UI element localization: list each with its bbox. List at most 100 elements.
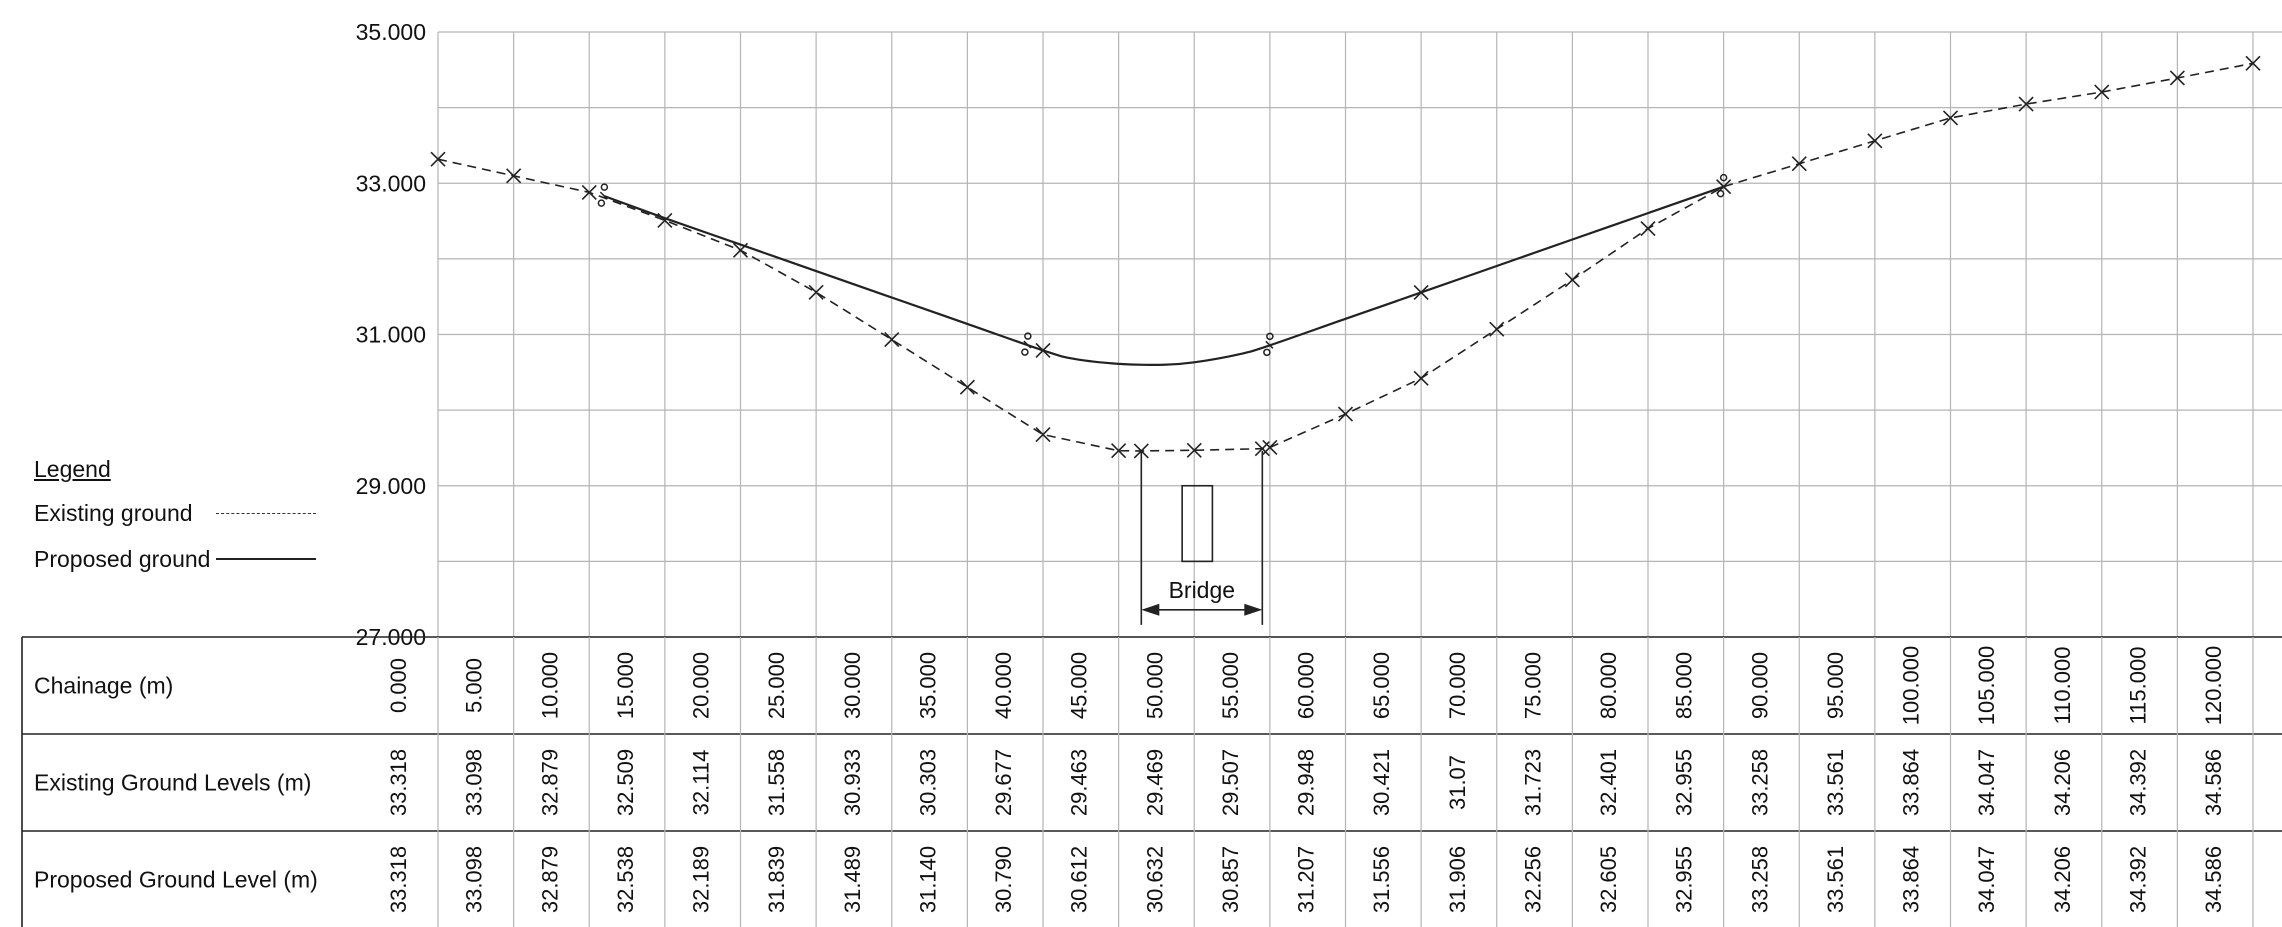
existing-level-value: 32.114 bbox=[689, 750, 714, 816]
legend-title: Legend bbox=[34, 456, 111, 482]
marker-stroke bbox=[1413, 370, 1429, 386]
existing-level-value: 33.561 bbox=[1823, 749, 1848, 816]
marker-stroke bbox=[1262, 439, 1278, 455]
marker-stroke bbox=[657, 212, 673, 228]
existing-ground-point bbox=[1413, 370, 1429, 386]
chainage-value: 65.000 bbox=[1369, 652, 1394, 719]
existing-ground-point bbox=[581, 184, 597, 200]
proposed-ground-line bbox=[603, 185, 1724, 366]
existing-ground-point bbox=[1186, 442, 1202, 458]
proposed-ground-point bbox=[1035, 342, 1051, 358]
chainage-value: 60.000 bbox=[1294, 652, 1319, 719]
legend-proposed-swatch bbox=[216, 558, 316, 560]
chainage-value: 110.000 bbox=[2050, 647, 2075, 725]
existing-level-value: 29.507 bbox=[1218, 749, 1243, 816]
tie-in-circle bbox=[597, 199, 606, 207]
marker-stroke bbox=[506, 168, 522, 184]
table-row-label: Chainage (m) bbox=[34, 673, 173, 699]
marker-stroke bbox=[1111, 443, 1127, 459]
existing-level-value: 34.206 bbox=[2050, 749, 2075, 816]
tie-in-circle bbox=[1716, 189, 1725, 198]
legend: Legend Existing ground Proposed ground bbox=[34, 456, 316, 589]
proposed-level-value: 30.612 bbox=[1067, 846, 1092, 913]
marker-stroke bbox=[1489, 321, 1505, 337]
tie-in-circle bbox=[1024, 332, 1032, 340]
proposed-level-value: 34.047 bbox=[1974, 846, 1999, 913]
proposed-level-value: 34.586 bbox=[2201, 846, 2226, 913]
existing-level-value: 34.586 bbox=[2201, 749, 2226, 816]
marker-stroke bbox=[808, 284, 824, 300]
chainage-value: 30.000 bbox=[840, 652, 865, 719]
existing-ground-point bbox=[1867, 133, 1883, 149]
marker-stroke bbox=[2245, 55, 2261, 71]
legend-item-proposed: Proposed ground bbox=[34, 543, 316, 575]
existing-ground-point bbox=[430, 151, 446, 167]
chainage-value: 90.000 bbox=[1747, 652, 1772, 719]
chainage-value: 120.000 bbox=[2201, 646, 2226, 726]
marker-stroke bbox=[959, 379, 975, 395]
bridge-annotation: Bridge bbox=[1140, 450, 1264, 625]
existing-ground-point bbox=[884, 332, 900, 348]
chainage-value: 85.000 bbox=[1672, 652, 1697, 719]
marker-stroke bbox=[2094, 84, 2110, 100]
proposed-level-value: 30.632 bbox=[1142, 846, 1167, 913]
y-tick-label: 31.000 bbox=[356, 322, 426, 348]
proposed-level-value: 32.189 bbox=[689, 846, 714, 913]
existing-ground-point bbox=[2169, 70, 2185, 86]
existing-level-value: 30.303 bbox=[915, 749, 940, 816]
tie-in-mark bbox=[1716, 173, 1728, 198]
existing-level-value: 31.558 bbox=[764, 749, 789, 816]
marker-stroke bbox=[1337, 406, 1354, 422]
existing-level-value: 33.864 bbox=[1899, 749, 1924, 816]
marker-stroke bbox=[1942, 110, 1959, 126]
existing-level-value: 33.318 bbox=[386, 749, 411, 816]
existing-level-value: 34.392 bbox=[2125, 749, 2150, 816]
existing-ground-point bbox=[1035, 426, 1051, 443]
proposed-level-value: 33.318 bbox=[386, 846, 411, 913]
chainage-value: 45.000 bbox=[1067, 652, 1092, 719]
chainage-value: 0.000 bbox=[386, 658, 411, 713]
y-tick-label: 29.000 bbox=[356, 473, 426, 499]
chainage-value: 80.000 bbox=[1596, 652, 1621, 719]
chainage-value: 40.000 bbox=[991, 652, 1016, 719]
marker-stroke bbox=[1640, 220, 1656, 237]
proposed-level-value: 34.206 bbox=[2050, 846, 2075, 913]
existing-level-value: 30.421 bbox=[1369, 749, 1394, 816]
existing-level-value: 29.463 bbox=[1067, 749, 1092, 816]
marker-stroke bbox=[1035, 342, 1051, 358]
series-layer bbox=[430, 55, 2261, 459]
existing-level-value: 29.948 bbox=[1294, 749, 1319, 816]
proposed-ground-point bbox=[1413, 284, 1429, 301]
bridge-label: Bridge bbox=[1169, 577, 1235, 603]
marker-stroke bbox=[1186, 442, 1202, 458]
proposed-level-value: 31.906 bbox=[1445, 846, 1470, 913]
chainage-value: 95.000 bbox=[1823, 652, 1848, 719]
proposed-level-value: 32.879 bbox=[537, 846, 562, 913]
marker-stroke bbox=[430, 151, 446, 167]
chainage-value: 50.000 bbox=[1142, 652, 1167, 719]
chainage-value: 70.000 bbox=[1445, 652, 1470, 719]
existing-ground-point bbox=[1564, 272, 1580, 288]
legend-existing-swatch bbox=[216, 512, 316, 514]
existing-level-value: 33.098 bbox=[462, 749, 487, 816]
marker-stroke bbox=[1867, 133, 1883, 149]
y-tick-label: 33.000 bbox=[356, 170, 426, 196]
proposed-level-value: 30.857 bbox=[1218, 846, 1243, 913]
existing-level-value: 32.401 bbox=[1596, 749, 1621, 816]
tie-in-circle bbox=[1263, 348, 1271, 357]
tie-in-tick bbox=[1265, 340, 1274, 349]
existing-level-value: 34.047 bbox=[1974, 749, 1999, 816]
marker-stroke bbox=[1413, 284, 1429, 301]
proposed-level-value: 33.864 bbox=[1899, 846, 1924, 913]
chainage-value: 35.000 bbox=[915, 652, 940, 719]
existing-ground-point bbox=[1489, 321, 1505, 337]
existing-level-value: 32.879 bbox=[537, 749, 562, 816]
proposed-level-value: 33.258 bbox=[1747, 846, 1772, 913]
tie-in-circle bbox=[1021, 348, 1029, 356]
chainage-value: 75.000 bbox=[1520, 652, 1545, 719]
legend-item-existing: Existing ground bbox=[34, 497, 316, 529]
existing-level-value: 29.469 bbox=[1142, 749, 1167, 816]
existing-level-value: 33.258 bbox=[1747, 749, 1772, 816]
table-row-label: Existing Ground Levels (m) bbox=[34, 770, 311, 796]
